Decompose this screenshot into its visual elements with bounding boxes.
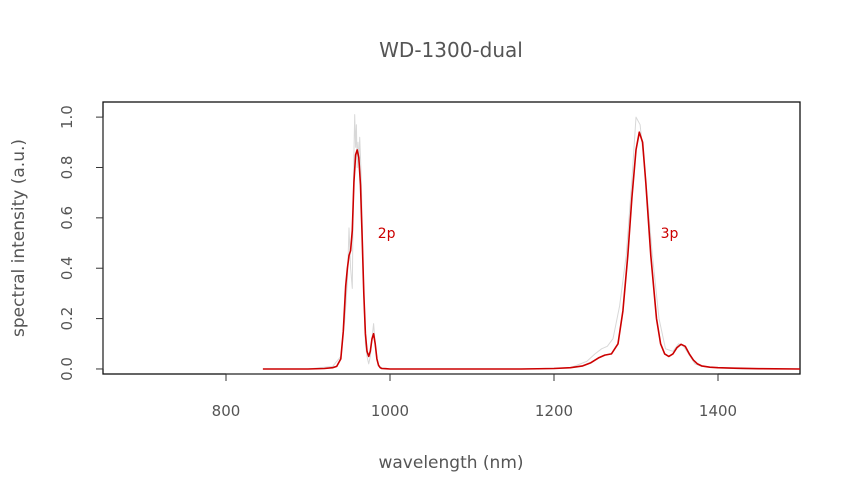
y-tick-label: 1.0 (58, 105, 76, 129)
y-tick-label: 0.6 (58, 206, 76, 230)
peak-label: 3p (661, 226, 679, 242)
y-tick-label: 0.2 (58, 307, 76, 331)
y-tick-label: 0.0 (58, 357, 76, 381)
annotation-layer: 2p 3p (378, 226, 679, 242)
x-tick-label: 1000 (371, 402, 409, 420)
chart-title: WD-1300-dual (379, 38, 523, 62)
series-layer (262, 114, 801, 370)
y-axis-label: spectral intensity (a.u.) (9, 139, 29, 337)
peak-label: 2p (378, 226, 396, 242)
x-tick-label: 1200 (535, 402, 573, 420)
x-axis-label: wavelength (nm) (378, 453, 523, 473)
x-tick-label: 1400 (699, 402, 737, 420)
y-tick-label: 0.8 (58, 156, 76, 180)
y-tick-label: 0.4 (58, 256, 76, 280)
y-axis: 0.0 0.2 0.4 0.6 0.8 1.0 (58, 105, 104, 381)
smoothed-spectrum-line (262, 131, 801, 370)
x-tick-label: 800 (212, 402, 241, 420)
x-axis: 800 1000 1200 1400 (212, 373, 737, 420)
plot-area (102, 101, 801, 375)
